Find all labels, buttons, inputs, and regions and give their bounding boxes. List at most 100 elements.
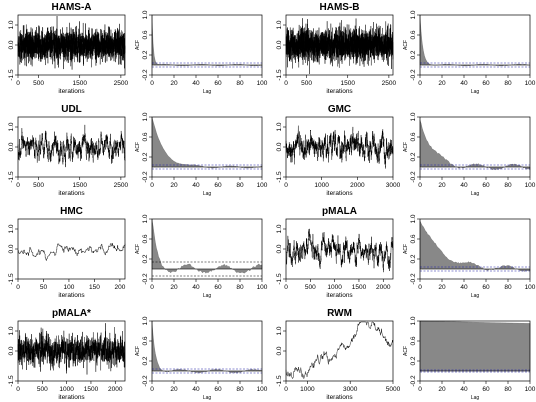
x-tick-label: 1000 — [327, 284, 342, 291]
y-tick-label: -1.5 — [276, 273, 283, 285]
y-tick-label: -1.5 — [8, 171, 15, 183]
x-tick-label: 0 — [284, 386, 288, 393]
x-tick-label: 20 — [170, 284, 178, 291]
y-tick-label: 0.0 — [276, 244, 283, 253]
acf-panel-14: -0.2 0.2 0.6 1.0 0 20 40 60 80 100 Lag ACF — [135, 316, 268, 401]
x-tick-label: 3000 — [343, 386, 358, 393]
x-tick-label: 1500 — [72, 182, 87, 189]
acf-bars — [151, 15, 263, 67]
y-axis-label: ACF — [135, 244, 141, 254]
x-axis-label: iterations — [58, 190, 85, 197]
x-tick-label: 80 — [504, 386, 512, 393]
y-axis-label: ACF — [403, 142, 409, 152]
x-tick-label: 80 — [236, 284, 244, 291]
y-tick-label: 0.6 — [410, 234, 417, 243]
y-tick-label: 0.6 — [142, 234, 149, 243]
x-tick-label: 1000 — [59, 386, 74, 393]
x-tick-label: 80 — [236, 386, 244, 393]
acf-panel-4: -0.2 0.2 0.6 1.0 0 20 40 60 80 100 Lag ACF — [403, 10, 536, 95]
acf-bars — [419, 320, 531, 372]
y-tick-label: -0.2 — [142, 375, 149, 387]
x-tick-label: 100 — [257, 80, 268, 87]
panel-title: RWM — [327, 308, 352, 319]
trace-series-line — [17, 323, 126, 375]
y-tick-label: -0.2 — [142, 69, 149, 81]
plot-frame — [285, 116, 394, 178]
trace-series-line — [285, 321, 394, 380]
x-tick-label: 50 — [40, 284, 48, 291]
panel-title: HMC — [60, 206, 83, 217]
plot-frame — [419, 116, 531, 178]
acf-panel-10: -0.2 0.2 0.6 1.0 0 20 40 60 80 100 Lag ACF — [135, 214, 268, 299]
x-tick-label: 100 — [257, 386, 268, 393]
x-axis-label: Lag — [471, 395, 480, 401]
x-tick-label: 60 — [482, 386, 490, 393]
x-tick-label: 80 — [504, 182, 512, 189]
x-tick-label: 1500 — [340, 80, 355, 87]
x-tick-label: 0 — [150, 284, 154, 291]
x-tick-label: 1000 — [314, 182, 329, 189]
y-tick-label: -0.2 — [410, 69, 417, 81]
x-axis-label: iterations — [326, 292, 353, 299]
trace-panel-9: HMC -1.5 0.0 1.0 0 50 100 150 200 iterations — [8, 206, 126, 299]
acf-bars — [151, 218, 263, 274]
y-tick-label: -0.2 — [410, 273, 417, 285]
acf-bars — [151, 320, 263, 374]
trace-panel-3: HAMS-B -1.5 0.0 1.0 0 500 1500 2500 iterations — [276, 2, 396, 95]
y-tick-label: 0.6 — [410, 336, 417, 345]
x-tick-label: 20 — [170, 386, 178, 393]
y-axis-label: ACF — [403, 40, 409, 50]
y-tick-label: 1.0 — [276, 326, 283, 335]
x-tick-label: 80 — [504, 284, 512, 291]
x-tick-label: 20 — [170, 80, 178, 87]
acf-bars — [419, 220, 531, 272]
x-tick-label: 2500 — [114, 80, 129, 87]
y-tick-label: -1.5 — [8, 273, 15, 285]
x-tick-label: 500 — [301, 80, 312, 87]
x-tick-label: 60 — [214, 386, 222, 393]
x-tick-label: 100 — [257, 284, 268, 291]
trace-panel-5: UDL -1.5 0.0 1.0 0 500 1500 2500 iterations — [8, 104, 128, 197]
y-tick-label: 1.0 — [8, 326, 15, 335]
x-axis-label: Lag — [203, 89, 212, 95]
x-tick-label: 100 — [257, 182, 268, 189]
x-tick-label: 3000 — [386, 182, 401, 189]
x-axis-label: iterations — [58, 292, 85, 299]
y-tick-label: -0.2 — [410, 171, 417, 183]
x-tick-label: 2500 — [382, 80, 397, 87]
trace-series-line — [285, 125, 394, 169]
x-tick-label: 60 — [482, 80, 490, 87]
x-tick-label: 20 — [438, 386, 446, 393]
y-tick-label: 0.2 — [410, 254, 417, 263]
y-tick-label: 1.0 — [8, 122, 15, 131]
plot-frame — [285, 320, 394, 382]
trace-panel-1: HAMS-A -1.5 0.0 1.0 0 500 1500 2500 iterations — [8, 2, 128, 95]
x-tick-label: 1500 — [84, 386, 99, 393]
x-tick-label: 1500 — [72, 80, 87, 87]
x-tick-label: 0 — [16, 182, 20, 189]
x-tick-label: 40 — [460, 386, 468, 393]
x-tick-label: 100 — [525, 182, 536, 189]
y-tick-label: 0.0 — [8, 40, 15, 49]
x-tick-label: 500 — [305, 284, 316, 291]
x-tick-label: 20 — [438, 80, 446, 87]
y-tick-label: 1.0 — [8, 224, 15, 233]
x-tick-label: 0 — [150, 80, 154, 87]
y-tick-label: 0.2 — [410, 50, 417, 59]
x-tick-label: 20 — [438, 182, 446, 189]
y-tick-label: -0.2 — [142, 273, 149, 285]
x-tick-label: 60 — [482, 182, 490, 189]
panel-title: HAMS-B — [320, 2, 360, 13]
x-tick-label: 0 — [284, 80, 288, 87]
x-tick-label: 40 — [192, 182, 200, 189]
y-tick-label: 0.6 — [142, 30, 149, 39]
trace-series-line — [285, 228, 394, 273]
y-tick-label: 1.0 — [142, 316, 149, 325]
x-tick-label: 80 — [236, 182, 244, 189]
trace-panel-13: pMALA* -1.5 0.0 1.0 0 500 1000 1500 2000 iteratio… — [8, 308, 126, 401]
y-tick-label: 1.0 — [276, 224, 283, 233]
trace-panel-11: pMALA -1.5 0.0 1.0 0 500 1000 1500 2000 iteration… — [276, 206, 394, 299]
y-tick-label: 1.0 — [410, 316, 417, 325]
x-tick-label: 0 — [418, 284, 422, 291]
